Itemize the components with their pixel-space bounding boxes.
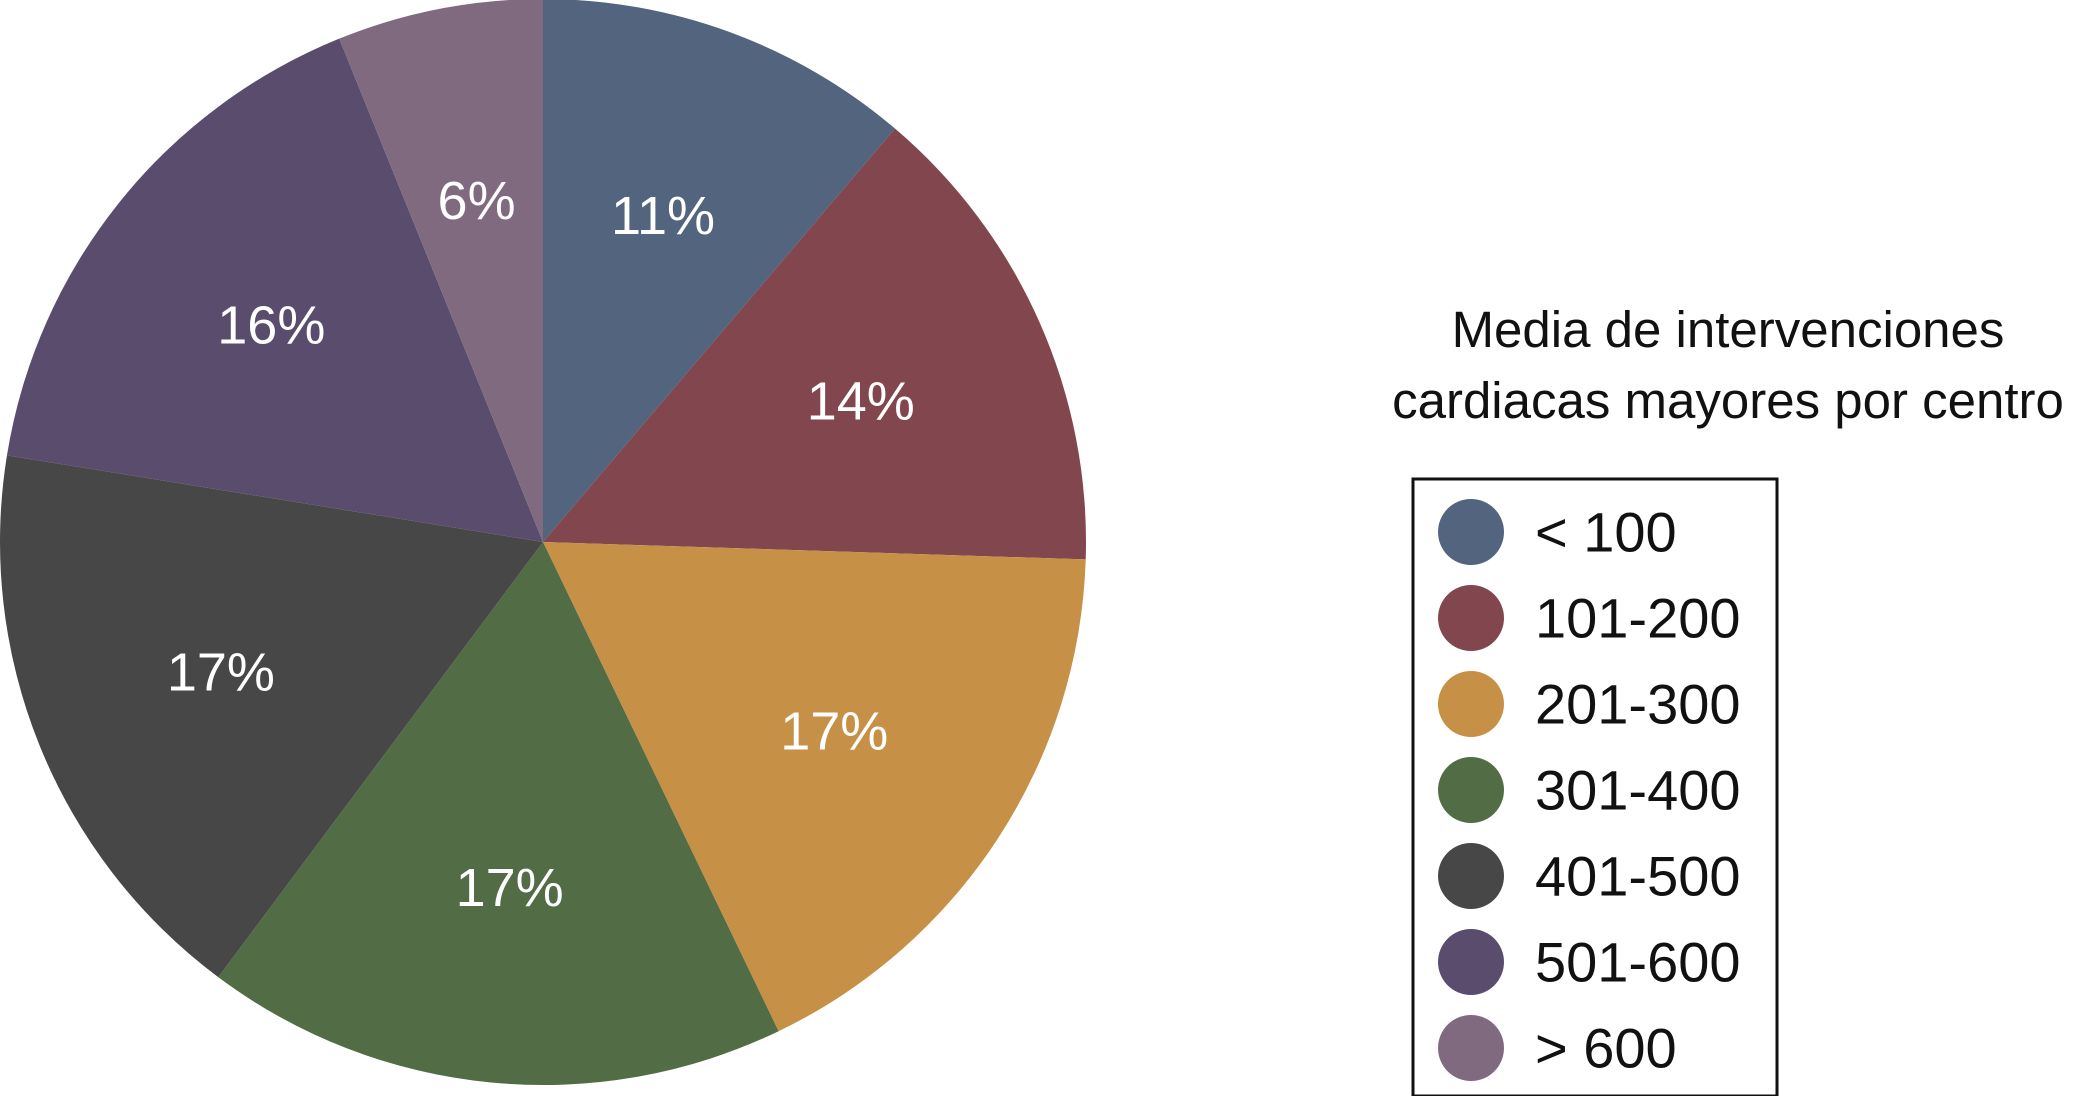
legend-swatch-gt-600 <box>1438 1015 1504 1081</box>
legend-title-line-2: cardiacas mayores por centro <box>1392 372 2064 429</box>
legend: Media de intervenciones cardiacas mayore… <box>1392 301 2064 1096</box>
legend-swatch-201-300 <box>1438 671 1504 737</box>
legend-label-201-300: 201-300 <box>1535 673 1741 736</box>
pie-slice-501-600 <box>6 38 544 542</box>
legend-title-line-1: Media de intervenciones <box>1452 301 2005 358</box>
pie-slice-101-200 <box>543 128 1086 560</box>
pie-slice-label-101-200: 14% <box>807 371 915 431</box>
legend-swatch-301-400 <box>1438 757 1504 823</box>
legend-label-301-400: 301-400 <box>1535 759 1741 822</box>
pie-slice-gt-600 <box>339 0 543 542</box>
pie-slice-301-400 <box>218 542 779 1086</box>
legend-label-lt-100: < 100 <box>1535 501 1677 564</box>
pie-slice-401-500 <box>0 455 543 978</box>
pie-slices <box>0 0 1086 1086</box>
legend-swatch-lt-100 <box>1438 499 1504 565</box>
pie-slice-label-501-600: 16% <box>217 295 325 355</box>
pie-slice-lt-100 <box>543 0 895 542</box>
legend-label-501-600: 501-600 <box>1535 931 1741 994</box>
legend-label-gt-600: > 600 <box>1535 1017 1677 1080</box>
legend-box <box>1411 477 1779 1096</box>
legend-label-101-200: 101-200 <box>1535 587 1741 650</box>
pie-slice-label-gt-600: 6% <box>438 171 516 231</box>
legend-swatch-501-600 <box>1438 929 1504 995</box>
legend-swatch-401-500 <box>1438 843 1504 909</box>
pie-slice-label-lt-100: 11% <box>611 186 715 246</box>
legend-label-401-500: 401-500 <box>1535 845 1741 908</box>
pie-slice-labels: 11% 14% 17% 17% 17% 16% 6% <box>167 171 915 918</box>
pie-slice-label-301-400: 17% <box>456 858 564 918</box>
pie-slice-label-201-300: 17% <box>780 702 888 762</box>
legend-swatch-101-200 <box>1438 585 1504 651</box>
legend-items: < 100 101-200 201-300 301-400 401-500 501-600… <box>1438 499 1741 1081</box>
pie-slice-201-300 <box>543 542 1086 1032</box>
pie-slice-label-401-500: 17% <box>167 642 275 702</box>
